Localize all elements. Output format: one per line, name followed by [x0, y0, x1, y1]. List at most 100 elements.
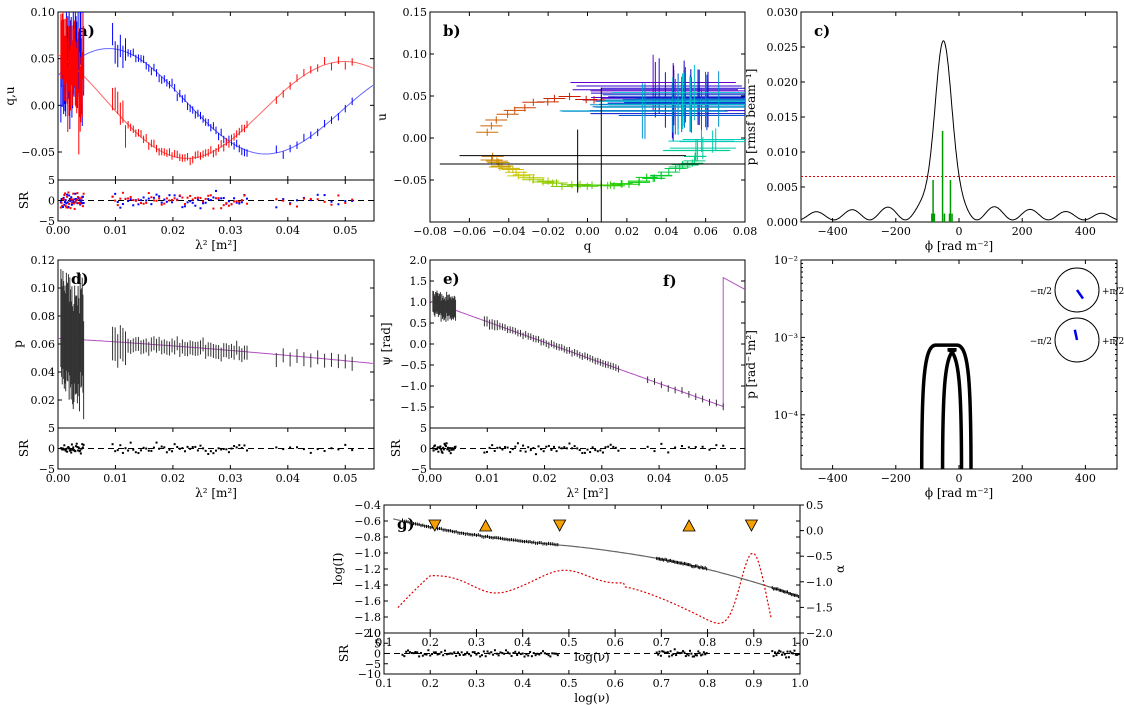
residual-point	[215, 197, 217, 200]
residual-point	[462, 653, 465, 656]
residual-point	[438, 652, 441, 655]
y-tick-label: 0.005	[767, 181, 799, 194]
residual-point	[594, 449, 597, 452]
residual-point	[431, 653, 434, 656]
residual-point	[116, 204, 119, 207]
residual-point	[243, 194, 246, 197]
residual-point	[196, 196, 199, 199]
residual-point	[302, 197, 305, 200]
residual-point	[344, 443, 347, 446]
residual-point	[323, 200, 326, 203]
residual-point	[127, 197, 130, 200]
y-tick-label: 0	[48, 443, 55, 456]
residual-point	[660, 442, 663, 445]
residual-point	[150, 196, 153, 199]
residual-point	[111, 195, 114, 198]
residual-point	[550, 448, 553, 451]
residual-point	[783, 653, 786, 656]
residual-point	[124, 198, 127, 201]
y-tick-label: 10⁻³	[774, 331, 798, 344]
residual-point	[452, 448, 455, 451]
residual-point	[454, 445, 457, 448]
residual-point	[704, 653, 707, 656]
residual-point	[681, 445, 683, 448]
residual-point	[246, 449, 249, 452]
residual-point	[178, 447, 181, 450]
residual-point	[240, 447, 243, 450]
residual-point	[657, 653, 660, 656]
residual-point	[147, 192, 150, 195]
residual-point	[568, 442, 571, 445]
residual-point	[302, 448, 305, 451]
residual-point	[217, 447, 220, 450]
axes-frame	[800, 11, 1118, 223]
residual-point	[129, 195, 132, 198]
residual-point	[511, 448, 514, 451]
residual-point	[527, 446, 530, 449]
y-tick-label: −0.6	[354, 515, 381, 528]
residual-point	[445, 442, 448, 445]
residual-point	[61, 204, 64, 207]
y-axis-label: u	[375, 113, 389, 121]
residual-point	[140, 199, 143, 202]
residual-point	[160, 201, 163, 204]
residual-point	[418, 655, 421, 658]
residual-point	[79, 452, 82, 455]
residual-point	[134, 451, 137, 454]
residual-point	[423, 653, 426, 656]
residual-point	[76, 202, 79, 205]
y-tick-label: −0.05	[21, 146, 55, 159]
y-tick-label: 0.10	[31, 282, 56, 295]
y-tick-label: 5	[48, 422, 55, 435]
residual-point	[168, 448, 171, 451]
residual-point	[792, 652, 795, 655]
x-tick-label: 0.03	[218, 224, 243, 237]
residual-point	[519, 653, 522, 656]
series-q	[58, 12, 374, 159]
residual-point	[697, 650, 700, 653]
residual-point	[491, 444, 494, 447]
residual-point	[527, 654, 530, 657]
residual-point	[447, 652, 450, 655]
residual-point	[289, 446, 292, 449]
y-tick-label: 0.06	[31, 338, 56, 351]
residual-point	[337, 194, 340, 197]
residual-point	[116, 449, 119, 452]
residual-point	[782, 651, 785, 654]
residual-point	[191, 446, 194, 449]
residual-point	[448, 449, 451, 452]
residual-point	[479, 655, 482, 658]
residual-point	[607, 445, 610, 448]
residual-point	[797, 653, 800, 656]
residual-point	[780, 653, 783, 656]
residual-point	[351, 198, 354, 201]
residual-point	[124, 447, 127, 450]
residual-point	[421, 654, 424, 657]
residual-point	[68, 202, 71, 205]
residual-point	[612, 445, 615, 448]
residual-point	[168, 194, 171, 197]
residual-point	[501, 448, 504, 451]
y-tick-label: 0.025	[767, 41, 799, 54]
residual-point	[715, 444, 718, 447]
x-tick-label: 1.0	[791, 677, 809, 690]
y-tick-label: −1.0	[354, 547, 381, 560]
residual-point	[173, 197, 176, 200]
residual-point	[70, 203, 73, 206]
x-tick-label: 0.02	[161, 224, 186, 237]
y-tick-label: −1.0	[400, 380, 427, 393]
x-axis-label: λ² [m²]	[195, 486, 237, 500]
residual-point	[425, 653, 428, 656]
y-tick-label: −1.2	[354, 563, 381, 576]
residual-point	[316, 193, 319, 196]
residual-point	[114, 199, 117, 202]
residual-point	[542, 650, 545, 653]
residual-point	[558, 446, 561, 449]
residual-point	[416, 651, 419, 654]
y-tick-label: 0.000	[767, 216, 799, 229]
x-tick-label: 0.9	[745, 636, 763, 649]
axes-d_res: 0.00 0.01 0.02 0.03 0.04 0.05 −5 0 5 λ² [m²] SR	[17, 422, 375, 500]
y-tick-label: −2.0	[354, 627, 381, 640]
residual-point	[435, 447, 438, 450]
